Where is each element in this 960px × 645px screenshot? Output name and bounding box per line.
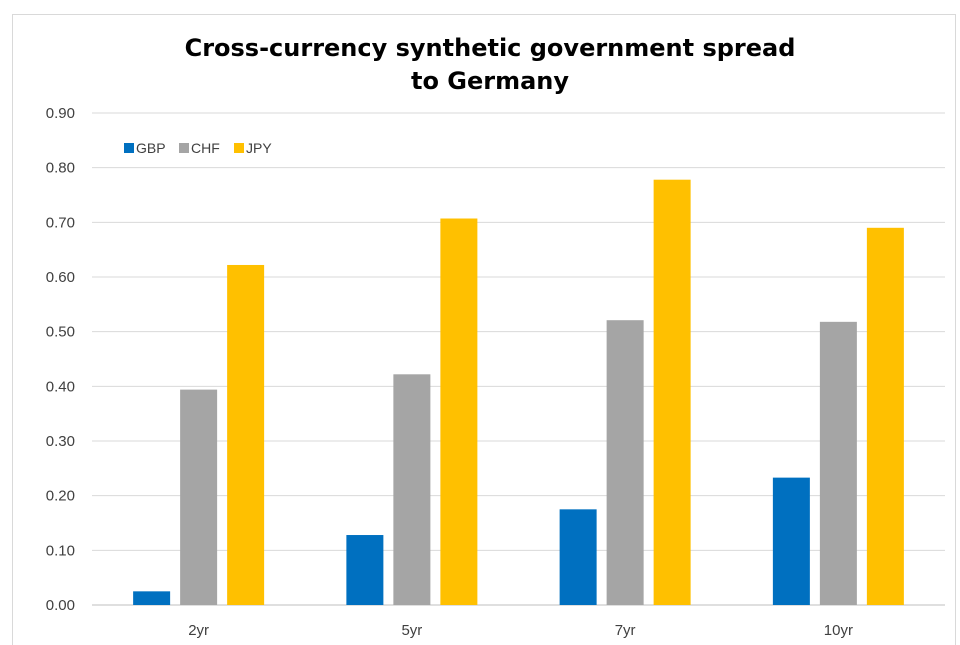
chart-title: Cross-currency synthetic government spre… xyxy=(0,32,960,98)
y-tick-label: 0.90 xyxy=(46,105,75,122)
bar-chf-7yr xyxy=(606,320,644,605)
y-tick-label: 0.10 xyxy=(46,542,75,559)
bar-chf-10yr xyxy=(819,321,857,605)
x-tick-label: 5yr xyxy=(401,622,422,639)
legend-label-jpy: JPY xyxy=(246,140,272,156)
y-tick-label: 0.60 xyxy=(46,269,75,286)
legend-swatch-jpy xyxy=(234,143,244,153)
bar-gbp-10yr xyxy=(772,477,810,605)
y-tick-label: 0.50 xyxy=(46,324,75,341)
y-tick-label: 0.40 xyxy=(46,378,75,395)
bar-gbp-7yr xyxy=(559,509,597,605)
y-tick-label: 0.30 xyxy=(46,433,75,450)
bar-jpy-5yr xyxy=(440,218,478,606)
bar-jpy-10yr xyxy=(866,227,904,606)
y-tick-label: 0.20 xyxy=(46,488,75,505)
chart-title-line-1: Cross-currency synthetic government spre… xyxy=(184,34,796,62)
bar-gbp-5yr xyxy=(346,535,384,605)
x-tick-label: 10yr xyxy=(824,622,853,639)
y-tick-label: 0.80 xyxy=(46,160,75,177)
x-tick-label: 2yr xyxy=(188,622,209,639)
bar-chf-2yr xyxy=(180,389,218,605)
bar-jpy-7yr xyxy=(653,179,691,605)
legend-swatch-chf xyxy=(179,143,189,153)
chart-title-line-2: to Germany xyxy=(410,67,570,95)
x-tick-label: 7yr xyxy=(615,622,636,639)
y-tick-label: 0.70 xyxy=(46,214,75,231)
chart-frame xyxy=(12,14,956,645)
bar-gbp-2yr xyxy=(133,591,171,605)
bar-chf-5yr xyxy=(393,374,431,605)
legend-label-chf: CHF xyxy=(191,140,220,156)
legend-label-gbp: GBP xyxy=(136,140,166,156)
legend-swatch-gbp xyxy=(124,143,134,153)
y-tick-label: 0.00 xyxy=(46,597,75,614)
bar-jpy-2yr xyxy=(227,264,265,605)
